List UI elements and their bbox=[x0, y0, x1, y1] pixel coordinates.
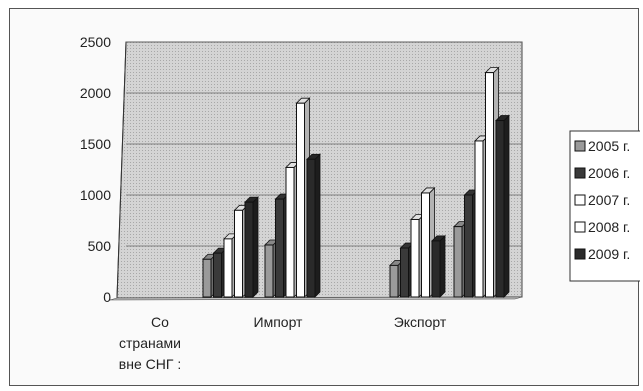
y-tick-label: 2500 bbox=[80, 34, 111, 50]
legend-label: 2007 г. bbox=[588, 192, 630, 208]
legend-label: 2006 г. bbox=[588, 165, 630, 181]
legend-item: 2005 г. bbox=[574, 138, 630, 154]
legend-item: 2006 г. bbox=[574, 165, 630, 181]
legend-swatch bbox=[574, 167, 586, 179]
legend-label: 2009 г. bbox=[588, 246, 630, 262]
legend-item: 2008 г. bbox=[574, 219, 630, 235]
legend-item: 2007 г. bbox=[574, 192, 630, 208]
x-tick-label: вне СНГ : bbox=[119, 356, 181, 372]
legend-swatch bbox=[574, 221, 586, 233]
y-tick-label: 1000 bbox=[80, 187, 111, 203]
bars bbox=[202, 66, 510, 298]
x-tick-label: Экспорт bbox=[394, 314, 447, 330]
y-axis-line bbox=[116, 41, 127, 299]
bar bbox=[495, 114, 510, 298]
legend-item: 2009 г. bbox=[574, 246, 630, 262]
bar-chart: 0 500 1000 1500 2000 2500 Со странами вне СНГ :… bbox=[80, 34, 640, 372]
legend: 2005 г. 2006 г. 2007 г. 2008 г. 2009 г. bbox=[569, 130, 640, 282]
legend-label: 2005 г. bbox=[588, 138, 630, 154]
y-tick-label: 500 bbox=[88, 238, 112, 254]
x-tick-label: Импорт bbox=[254, 314, 304, 330]
y-tick-label: 2000 bbox=[80, 85, 111, 101]
chart-frame: 0 500 1000 1500 2000 2500 Со странами вне СНГ :… bbox=[9, 8, 640, 386]
legend-swatch bbox=[574, 140, 586, 152]
x-tick-label: Со bbox=[151, 314, 169, 330]
y-tick-label: 1500 bbox=[80, 136, 111, 152]
legend-swatch bbox=[574, 194, 586, 206]
bar bbox=[306, 153, 321, 298]
legend-label: 2008 г. bbox=[588, 219, 630, 235]
x-tick-label: странами bbox=[119, 335, 181, 351]
y-tick-label: 0 bbox=[103, 289, 111, 305]
bar bbox=[431, 234, 446, 298]
legend-swatch bbox=[574, 248, 586, 260]
y-axis: 0 500 1000 1500 2000 2500 bbox=[80, 34, 127, 305]
plot-floor bbox=[109, 296, 523, 301]
x-axis-labels: Со странами вне СНГ : Импорт Экспорт bbox=[119, 314, 447, 372]
bar bbox=[244, 196, 259, 298]
